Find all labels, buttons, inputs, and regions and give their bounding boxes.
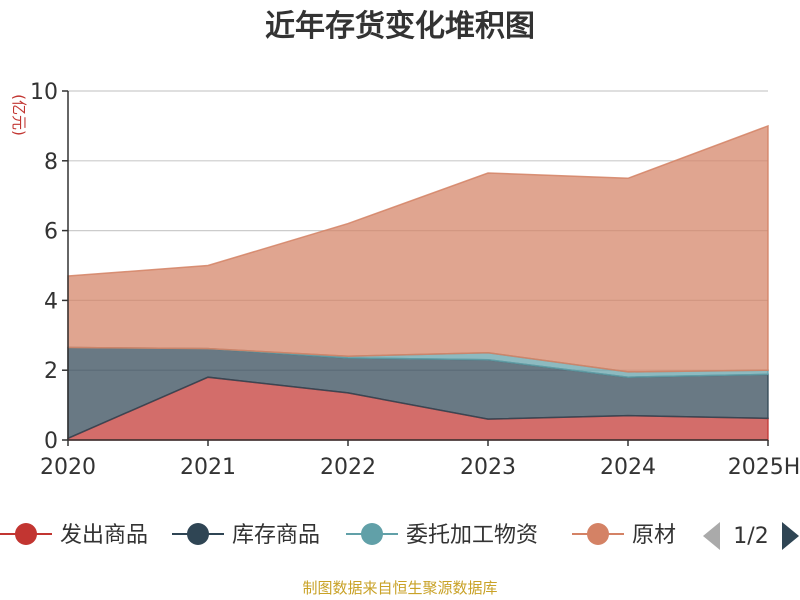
y-tick-label: 0: [44, 429, 58, 454]
legend: 发出商品 库存商品 委托加工物资 原材: [0, 523, 676, 548]
y-tick-label: 2: [44, 359, 58, 384]
x-tick-label: 2021: [180, 455, 236, 480]
stacked-areas: [67, 124, 769, 441]
y-tick-label: 4: [44, 289, 58, 314]
legend-marker: [587, 523, 609, 545]
y-axis-unit-label: (亿元): [10, 94, 28, 136]
legend-page-label: 1/2: [733, 524, 768, 549]
y-tick-label: 6: [44, 220, 58, 245]
legend-label: 委托加工物资: [406, 523, 538, 548]
legend-marker: [187, 523, 209, 545]
area-series-3: [67, 124, 769, 373]
legend-label: 库存商品: [232, 523, 320, 548]
legend-item-1[interactable]: 库存商品: [172, 523, 320, 548]
legend-prev-icon[interactable]: [703, 522, 720, 550]
x-tick-labels: 2020 2021 2022 2023 2024 2025H: [40, 455, 800, 480]
legend-marker: [15, 523, 37, 545]
y-tick-labels: 0 2 4 6 8 10: [30, 80, 58, 454]
legend-pager: 1/2: [703, 522, 799, 550]
source-note: 制图数据来自恒生聚源数据库: [302, 579, 497, 597]
legend-label: 原材: [632, 523, 676, 548]
y-tick-label: 8: [44, 150, 58, 175]
legend-item-2[interactable]: 委托加工物资: [346, 523, 538, 548]
axes: [62, 90, 769, 446]
x-tick-label: 2024: [600, 455, 656, 480]
y-tick-label: 10: [30, 80, 58, 105]
legend-item-0[interactable]: 发出商品: [0, 523, 148, 548]
legend-label: 发出商品: [60, 523, 148, 548]
chart-title: 近年存货变化堆积图: [265, 9, 535, 44]
x-tick-label: 2020: [40, 455, 96, 480]
x-tick-label: 2025H: [728, 455, 800, 480]
legend-next-icon[interactable]: [782, 522, 799, 550]
x-tick-label: 2023: [460, 455, 516, 480]
legend-marker: [361, 523, 383, 545]
x-tick-label: 2022: [320, 455, 376, 480]
legend-item-3[interactable]: 原材: [572, 523, 676, 548]
